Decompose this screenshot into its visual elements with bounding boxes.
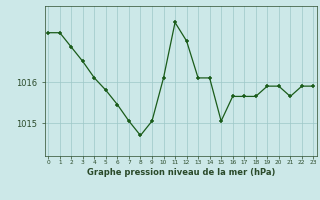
X-axis label: Graphe pression niveau de la mer (hPa): Graphe pression niveau de la mer (hPa) [87,168,275,177]
